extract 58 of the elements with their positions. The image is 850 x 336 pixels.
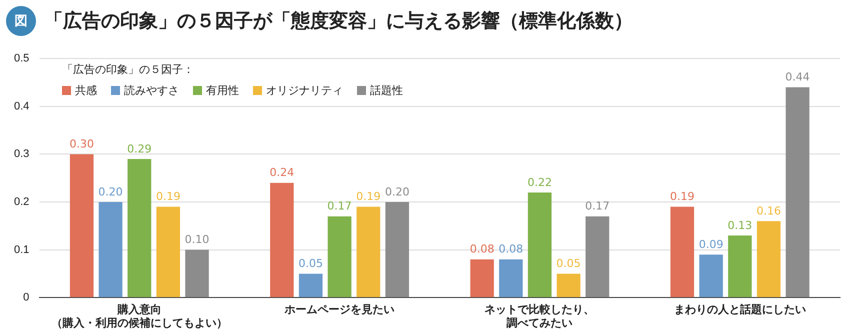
data-label: 0.19	[356, 190, 381, 204]
data-label: 0.17	[327, 200, 352, 213]
data-label: 0.08	[498, 242, 524, 256]
legend-label: 有用性	[205, 83, 239, 98]
bar	[270, 182, 294, 298]
y-tick-label: 0.2	[14, 196, 30, 208]
circle-icon: 図	[6, 6, 36, 36]
bar	[528, 192, 552, 298]
bar	[98, 202, 122, 298]
bar	[70, 154, 94, 298]
bar	[356, 206, 380, 298]
data-label: 0.05	[298, 257, 323, 270]
bar	[385, 202, 410, 298]
legend-label: 共感	[74, 83, 97, 98]
y-tick-label: 0.4	[14, 100, 30, 112]
data-label: 0.22	[527, 176, 552, 189]
legend-label: 読みやすさ	[123, 83, 179, 98]
bar	[128, 158, 152, 298]
data-label: 0.19	[156, 190, 180, 204]
x-tick-label: 購入意向（購入・利用の候補にしてもよい）	[51, 303, 228, 330]
bar	[756, 221, 781, 298]
bar	[156, 206, 180, 298]
data-label: 0.19	[670, 190, 695, 204]
data-label: 0.20	[384, 185, 410, 198]
data-label: 0.10	[184, 233, 210, 246]
bar	[298, 274, 323, 298]
bar	[586, 216, 610, 298]
data-label: 0.44	[785, 70, 810, 84]
data-label: 0.08	[470, 242, 494, 256]
bar	[728, 235, 752, 298]
data-label: 0.05	[556, 257, 581, 270]
data-label: 0.30	[69, 138, 94, 151]
bar	[786, 87, 810, 298]
x-tick-label: ネットで比較したり、調べてみたい	[484, 303, 595, 330]
data-label: 0.29	[127, 142, 152, 156]
y-tick-label: 0.1	[14, 244, 30, 256]
bar	[670, 206, 694, 298]
x-tick-label: ホームページを見たい	[284, 304, 395, 316]
bar	[328, 216, 352, 298]
legend-label: 話題性	[369, 83, 403, 98]
y-tick-label: 0	[23, 292, 30, 304]
x-tick-label: まわりの人と話題にしたい	[674, 303, 806, 316]
bar	[699, 254, 723, 298]
legend-label: オリジナリティ	[265, 83, 343, 98]
bar	[499, 259, 523, 298]
y-tick-label: 0.5	[14, 52, 30, 65]
data-label: 0.13	[728, 218, 752, 232]
data-label: 0.24	[270, 166, 294, 180]
legend-title: 「広告の印象」の５因子：	[62, 62, 195, 77]
bar	[185, 250, 209, 298]
data-label: 0.17	[585, 200, 610, 213]
data-label: 0.20	[98, 185, 123, 198]
data-label: 0.16	[756, 204, 781, 218]
bar	[470, 259, 494, 298]
bar	[556, 274, 580, 298]
data-label: 0.09	[698, 238, 724, 251]
chart-title: 「広告の印象」の５因子が「態度変容」に与える影響（標準化係数）	[44, 9, 633, 34]
y-tick-label: 0.3	[14, 148, 30, 160]
